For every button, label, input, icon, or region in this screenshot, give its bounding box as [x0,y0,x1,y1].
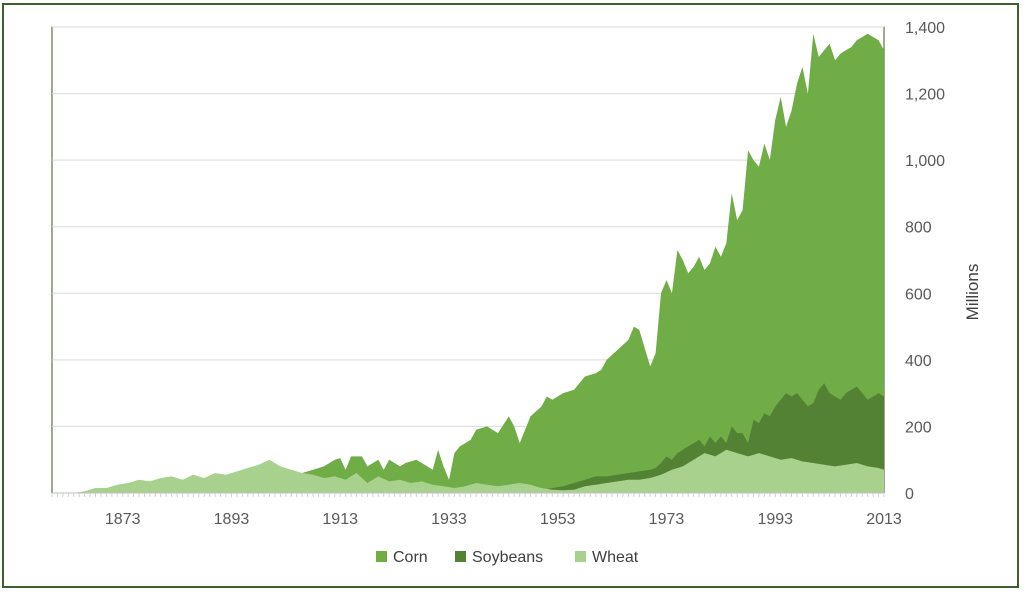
y-tick-label: 400 [905,353,932,370]
y-tick-label: 200 [905,419,932,436]
y-axis: 0 200 400 600 800 1,000 1,200 1,400 [905,20,945,503]
legend-swatch-wheat [575,551,586,562]
x-tick-label: 1953 [540,511,576,528]
legend-label-wheat: Wheat [592,549,639,566]
y-axis-title: Millions [963,264,982,321]
area-corn [302,33,885,493]
y-tick-label: 600 [905,286,932,303]
x-tick-label: 1973 [649,511,685,528]
legend-swatch-corn [376,551,387,562]
y-tick-label: 1,200 [905,87,945,104]
x-tick-label: 1913 [322,511,358,528]
y-tick-label: 800 [905,220,932,237]
area-wheat [52,449,884,493]
x-tick-label: 1873 [105,511,141,528]
legend-swatch-soybeans [455,551,466,562]
legend: Corn Soybeans Wheat [376,549,639,566]
legend-label-corn: Corn [393,549,428,566]
y-tick-label: 0 [905,486,914,503]
legend-label-soybeans: Soybeans [472,549,543,566]
x-tick-label: 2013 [866,511,902,528]
x-tick-label: 1933 [431,511,467,528]
y-tick-label: 1,400 [905,20,945,37]
y-tick-label: 1,000 [905,153,945,170]
x-tick-label: 1893 [214,511,250,528]
series-areas [52,33,885,493]
x-axis: 1873 1893 1913 1933 1953 1973 1993 2013 [51,492,902,528]
x-tick-label: 1993 [757,511,793,528]
